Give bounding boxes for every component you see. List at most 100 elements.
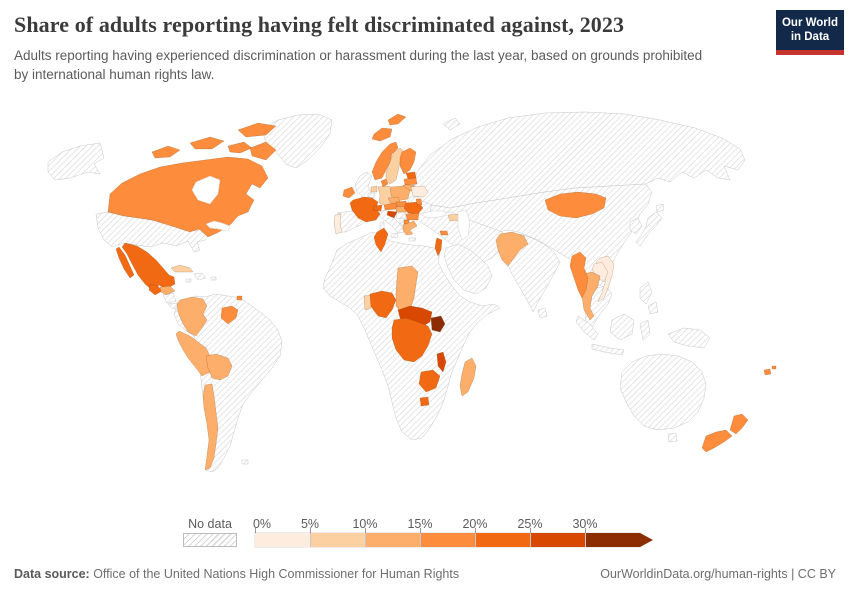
region-arabian-peninsula[interactable] [443, 243, 493, 295]
country-bulgaria[interactable] [405, 212, 420, 221]
country-greece[interactable] [402, 220, 418, 236]
country-sri-lanka[interactable] [537, 307, 548, 319]
country-cyprus[interactable] [439, 230, 449, 236]
country-portugal[interactable] [333, 213, 343, 235]
island-borneo[interactable] [609, 313, 635, 341]
country-guatemala[interactable] [148, 283, 163, 296]
country-jamaica[interactable] [185, 278, 192, 283]
country-alaska[interactable] [47, 142, 105, 181]
country-japan-hokkaido[interactable] [655, 203, 665, 213]
country-philippines-north[interactable] [639, 281, 653, 305]
country-madagascar[interactable] [459, 357, 477, 397]
country-peru[interactable] [175, 330, 215, 377]
chart-header: Share of adults reporting having felt di… [14, 12, 774, 84]
country-uganda[interactable] [430, 315, 446, 333]
country-myanmar[interactable] [569, 251, 589, 299]
country-canada-baffin[interactable] [249, 141, 277, 161]
legend-band-25-30%[interactable] [530, 533, 585, 547]
no-data-swatch[interactable] [183, 533, 237, 547]
country-bolivia[interactable] [205, 353, 233, 381]
country-canada-island-1[interactable] [151, 145, 181, 159]
country-pakistan[interactable] [495, 231, 529, 267]
country-benin[interactable] [363, 294, 372, 311]
country-moldova[interactable] [415, 198, 423, 206]
legend-band-30%+[interactable] [585, 533, 640, 547]
country-canada-island-4[interactable] [227, 141, 253, 154]
footer-link[interactable]: OurWorldinData.org/human-rights | CC BY [600, 567, 836, 581]
country-belarus[interactable] [410, 185, 429, 198]
country-nicaragua[interactable] [162, 292, 177, 304]
data-source-text: Office of the United Nations High Commis… [89, 567, 460, 581]
country-guyana[interactable] [220, 305, 239, 325]
country-honduras[interactable] [159, 285, 176, 296]
country-switzerland[interactable] [372, 204, 383, 212]
country-puerto-rico[interactable] [210, 276, 217, 281]
country-france[interactable] [349, 196, 381, 223]
country-mongolia[interactable] [544, 191, 607, 219]
country-japan[interactable] [635, 211, 663, 247]
country-fiji-2[interactable] [771, 365, 777, 370]
country-israel[interactable] [434, 237, 443, 257]
legend-tick-label: 0% [252, 517, 272, 531]
country-trinidad-tobago[interactable] [236, 295, 243, 301]
country-germany[interactable] [377, 185, 393, 207]
country-svalbard[interactable] [387, 113, 407, 126]
country-tasmania[interactable] [667, 432, 678, 443]
country-netherlands[interactable] [370, 185, 378, 193]
country-chile[interactable] [202, 383, 219, 471]
country-crete[interactable] [408, 237, 417, 242]
island-sulawesi[interactable] [639, 319, 651, 341]
owid-logo[interactable]: Our World in Data [776, 10, 844, 55]
region-south-america-no-data[interactable] [173, 293, 283, 473]
legend-band-5-10%[interactable] [310, 533, 365, 547]
great-lakes [205, 220, 231, 232]
legend-band-20-25%[interactable] [475, 533, 530, 547]
black-sea [419, 210, 448, 219]
legend-tick-label: 15% [407, 517, 433, 531]
country-korea[interactable] [629, 217, 643, 235]
country-latvia[interactable] [403, 177, 418, 186]
country-canada-island-2[interactable] [189, 136, 225, 150]
country-denmark[interactable] [380, 178, 389, 188]
country-colombia[interactable] [176, 296, 208, 337]
legend-band-15-20%[interactable] [420, 533, 475, 547]
country-canada[interactable] [107, 156, 269, 238]
legend-band-10-15%[interactable] [365, 533, 420, 547]
country-finland[interactable] [399, 147, 417, 175]
legend-tick-mark [530, 528, 531, 533]
country-new-zealand-north[interactable] [729, 413, 749, 435]
country-canada-island-3[interactable] [237, 122, 277, 138]
country-malawi[interactable] [436, 351, 447, 373]
country-norway[interactable] [371, 141, 399, 181]
country-greenland[interactable] [261, 113, 333, 169]
country-falkland-islands[interactable] [241, 459, 249, 465]
country-lesotho[interactable] [419, 396, 430, 407]
island-java[interactable] [591, 343, 625, 356]
country-laos[interactable] [591, 261, 609, 283]
country-slovenia[interactable] [386, 210, 398, 219]
country-zimbabwe[interactable] [418, 369, 441, 393]
country-belgium[interactable] [367, 192, 376, 199]
country-hispaniola[interactable] [193, 272, 207, 281]
country-iceland[interactable] [371, 127, 393, 142]
country-albania[interactable] [399, 217, 405, 226]
country-fiji-1[interactable] [763, 368, 772, 376]
country-cuba[interactable] [170, 264, 194, 273]
legend-band-0-5%[interactable] [255, 533, 310, 547]
country-ireland[interactable] [342, 186, 356, 199]
country-philippines-south[interactable] [647, 301, 659, 315]
country-mexico-baja[interactable] [115, 246, 135, 279]
country-united-states[interactable] [95, 211, 211, 253]
island-sumatra[interactable] [575, 315, 599, 341]
country-new-zealand-south[interactable] [701, 429, 733, 453]
country-sicily[interactable] [390, 232, 399, 239]
legend-bar [254, 532, 641, 548]
legend-tick-label: 10% [352, 517, 378, 531]
country-australia[interactable] [619, 353, 707, 431]
country-sardinia[interactable] [379, 221, 385, 230]
country-dr-congo[interactable] [391, 317, 433, 363]
country-tunisia[interactable] [373, 227, 389, 253]
country-papua-new-guinea[interactable] [667, 327, 711, 349]
country-novaya-zemlya[interactable] [442, 117, 461, 131]
